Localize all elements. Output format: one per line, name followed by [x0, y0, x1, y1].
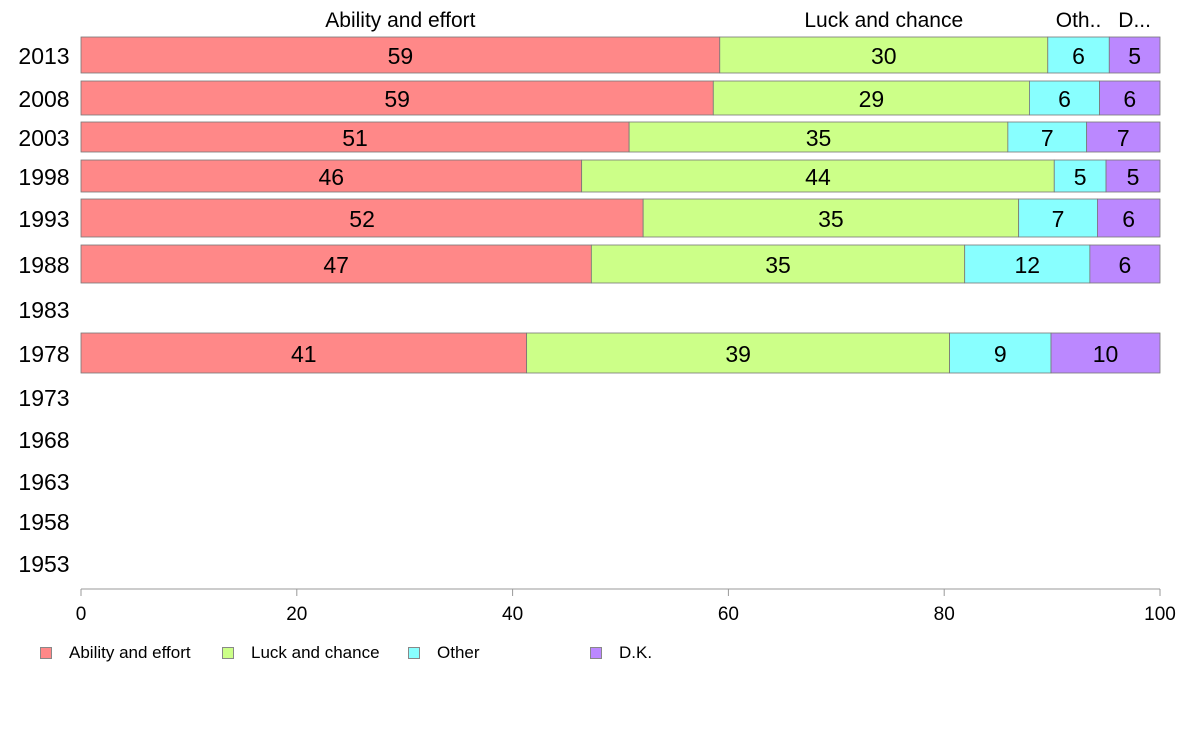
- bar-value-label: 35: [765, 252, 791, 278]
- bar-segment: [581, 159, 1055, 193]
- bar-value-label: 5: [1074, 164, 1087, 190]
- series-header-label: Luck and chance: [804, 9, 963, 32]
- y-tick-label: 1998: [18, 164, 69, 190]
- y-tick-label: 1988: [18, 252, 69, 278]
- x-tick-label: 40: [502, 604, 523, 625]
- bar-segment: [1105, 159, 1161, 193]
- y-tick-label: 2003: [18, 125, 69, 151]
- bar-value-label: 9: [994, 341, 1007, 367]
- bar-value-label: 47: [323, 252, 349, 278]
- y-tick-label: 1953: [18, 551, 69, 577]
- bar-value-label: 39: [725, 341, 751, 367]
- bar-segment: [80, 244, 592, 284]
- bar-value-label: 7: [1117, 125, 1130, 151]
- bar-value-label: 46: [319, 164, 345, 190]
- bar-segment: [1018, 198, 1098, 238]
- bar-value-label: 30: [871, 43, 897, 69]
- bar-segment: [1089, 244, 1161, 284]
- bar-value-label: 7: [1041, 125, 1054, 151]
- legend-label: D.K.: [619, 643, 653, 662]
- x-tick-label: 60: [718, 604, 739, 625]
- bar-value-label: 35: [806, 125, 832, 151]
- bar-value-label: 52: [349, 206, 375, 232]
- bar-segment: [80, 198, 644, 238]
- bar-value-label: 6: [1058, 86, 1071, 112]
- bar-segment: [1086, 121, 1161, 153]
- bar-segment: [80, 332, 528, 374]
- x-tick-label: 100: [1144, 604, 1176, 625]
- series-header-labels: Ability and effort Luck and chance Oth.. D.…: [325, 9, 1151, 32]
- y-tick-label: 2008: [18, 86, 69, 112]
- y-tick-label: 1963: [18, 469, 69, 495]
- legend-label: Luck and chance: [251, 643, 380, 662]
- legend-item: Luck and chance: [222, 643, 380, 663]
- bar-value-label: 35: [818, 206, 844, 232]
- bar-value-label: 59: [388, 43, 414, 69]
- bar-segment: [964, 244, 1091, 284]
- x-tick-label: 80: [934, 604, 955, 625]
- bar-value-label: 29: [859, 86, 885, 112]
- legend-label: Ability and effort: [69, 643, 191, 662]
- bar-segment: [642, 198, 1020, 238]
- legend-item: Ability and effort: [40, 643, 191, 663]
- legend-item: Other: [408, 643, 480, 663]
- bar-segment: [590, 244, 966, 284]
- bar-value-label: 6: [1072, 43, 1085, 69]
- bar-segment: [1108, 36, 1161, 74]
- bar-value-label: 41: [291, 341, 317, 367]
- bar-segment: [949, 332, 1052, 374]
- x-axis: 0 20 40 60 80 100: [76, 588, 1176, 625]
- y-tick-label: 1968: [18, 427, 69, 453]
- bar-value-label: 5: [1127, 164, 1140, 190]
- y-tick-label: 1958: [18, 509, 69, 535]
- bar-value-label: 6: [1123, 86, 1136, 112]
- bar-value-label: 12: [1014, 252, 1040, 278]
- bar-segment: [80, 36, 721, 74]
- legend-swatch: [590, 647, 602, 659]
- legend: Ability and effort Luck and chance Other D.…: [0, 643, 1188, 665]
- legend-swatch: [222, 647, 234, 659]
- y-tick-label: 1983: [18, 297, 69, 323]
- series-header-label: Oth..: [1056, 9, 1102, 32]
- bar-segment: [719, 36, 1049, 74]
- bar-value-label: 44: [805, 164, 831, 190]
- y-tick-label: 1993: [18, 206, 69, 232]
- y-tick-label: 1973: [18, 385, 69, 411]
- x-tick-label: 20: [286, 604, 307, 625]
- bar-value-label: 6: [1119, 252, 1132, 278]
- y-tick-label: 1978: [18, 341, 69, 367]
- bar-segment: [80, 159, 583, 193]
- bar-segment: [1097, 198, 1161, 238]
- bar-segment: [628, 121, 1009, 153]
- legend-swatch: [40, 647, 52, 659]
- bar-segment: [712, 80, 1030, 116]
- bar-segment: [1047, 36, 1110, 74]
- bar-value-label: 10: [1093, 341, 1119, 367]
- legend-item: D.K.: [590, 643, 652, 663]
- bar-segment: [80, 80, 714, 116]
- legend-swatch: [408, 647, 420, 659]
- bar-segment: [1050, 332, 1161, 374]
- bars-group: 59 30 6 559 29 6 651 35 7 746 44 5 552 35 7 647 35 12 641 3…: [80, 36, 1161, 374]
- legend-label: Other: [437, 643, 480, 662]
- series-header-label: D...: [1118, 9, 1151, 32]
- y-axis-tick-labels: 2013 2008 2003 1998 1993 1988 1983 1978 1973 1968…: [18, 43, 69, 577]
- bar-value-label: 6: [1122, 206, 1135, 232]
- bar-segment: [80, 121, 630, 153]
- bar-value-label: 7: [1052, 206, 1065, 232]
- bar-value-label: 5: [1128, 43, 1141, 69]
- x-tick-label: 0: [76, 604, 87, 625]
- bar-segment: [1029, 80, 1100, 116]
- y-tick-label: 2013: [18, 43, 69, 69]
- bar-segment: [1099, 80, 1161, 116]
- series-header-label: Ability and effort: [325, 9, 475, 32]
- bar-value-label: 51: [342, 125, 368, 151]
- bar-value-label: 59: [384, 86, 410, 112]
